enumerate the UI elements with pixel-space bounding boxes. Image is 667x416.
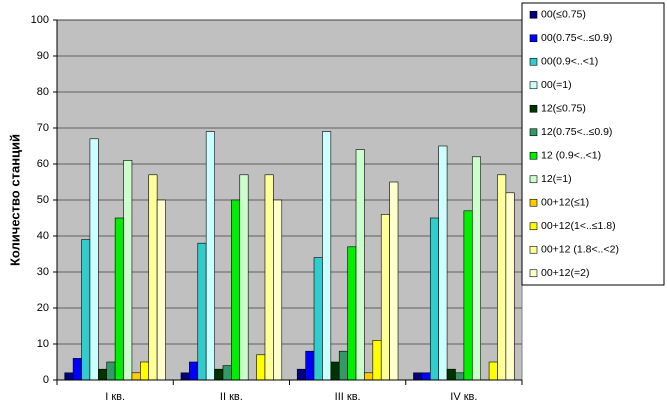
- legend-swatch: [529, 128, 538, 137]
- y-tick-label: 50: [37, 194, 49, 206]
- bar: [140, 361, 150, 381]
- bar: [380, 214, 390, 381]
- bar: [296, 368, 306, 381]
- bar: [455, 372, 465, 381]
- bar: [156, 199, 166, 381]
- legend-swatch: [529, 81, 538, 90]
- y-tick-label: 80: [37, 86, 49, 98]
- bar: [338, 350, 348, 381]
- bar: [330, 361, 340, 381]
- bar: [222, 365, 232, 381]
- bar: [214, 368, 224, 381]
- legend-label: 12 (0.9<..<1): [541, 150, 601, 162]
- y-tick-label: 10: [37, 338, 49, 350]
- bar: [355, 149, 365, 381]
- legend-swatch: [529, 34, 538, 43]
- legend-swatch: [529, 245, 538, 254]
- bar: [413, 372, 423, 381]
- legend-swatch: [529, 57, 538, 66]
- y-tick-label: 70: [37, 122, 49, 134]
- y-tick-label: 100: [31, 14, 49, 26]
- bar: [505, 192, 515, 381]
- bar: [89, 138, 99, 381]
- legend-label: 00(0.75<..≤0.9): [541, 32, 612, 44]
- bar: [148, 174, 158, 381]
- legend-swatch: [529, 175, 538, 184]
- y-tick-label: 40: [37, 230, 49, 242]
- legend-label: 00+12(≤1): [541, 197, 589, 209]
- bar: [131, 372, 141, 381]
- bar: [197, 242, 207, 381]
- bar: [98, 368, 108, 381]
- bar: [273, 199, 283, 381]
- bar: [322, 131, 332, 381]
- y-tick-label: 0: [43, 374, 49, 386]
- bar: [81, 239, 91, 381]
- y-tick-label: 90: [37, 50, 49, 62]
- bar: [429, 217, 439, 381]
- legend: [521, 2, 665, 286]
- legend-swatch: [529, 104, 538, 113]
- legend-label: 12(≤0.75): [541, 103, 586, 115]
- bar: [497, 174, 507, 381]
- y-tick-label: 20: [37, 302, 49, 314]
- bar: [389, 181, 399, 381]
- bar: [488, 361, 498, 381]
- legend-swatch: [529, 198, 538, 207]
- x-tick-label: IV кв.: [450, 391, 477, 403]
- legend-label: 00(0.9<..<1): [541, 56, 598, 68]
- bar: [106, 361, 116, 381]
- x-tick-label: I кв.: [105, 391, 125, 403]
- bar: [239, 174, 249, 381]
- legend-swatch: [529, 151, 538, 160]
- legend-swatch: [529, 10, 538, 19]
- bar: [72, 358, 82, 381]
- bar: [205, 131, 215, 381]
- y-tick-label: 30: [37, 266, 49, 278]
- bar: [463, 210, 473, 381]
- bar: [64, 372, 74, 381]
- bar: [256, 354, 266, 381]
- bar: [264, 174, 274, 381]
- bar: [471, 156, 481, 381]
- bar: [114, 217, 124, 381]
- bar: [305, 350, 315, 381]
- legend-label: 00(=1): [541, 79, 572, 91]
- x-tick-label: III кв.: [335, 391, 361, 403]
- legend-label: 00+12 (1.8<..<2): [541, 244, 619, 256]
- bar: [446, 368, 456, 381]
- bar: [421, 372, 431, 381]
- y-axis-title: Количество станций: [7, 134, 22, 266]
- bar: [180, 372, 190, 381]
- bar: [372, 340, 382, 381]
- legend-label: 00(≤0.75): [541, 9, 586, 21]
- legend-label: 00+12(1<..≤1.8): [541, 220, 616, 232]
- legend-swatch: [529, 269, 538, 278]
- legend-label: 12(=1): [541, 173, 572, 185]
- legend-label: 12(0.75<..≤0.9): [541, 126, 612, 138]
- bar: [438, 145, 448, 381]
- bar: [313, 257, 323, 381]
- bar: [347, 246, 357, 381]
- bar: [123, 160, 133, 381]
- legend-swatch: [529, 222, 538, 231]
- legend-label: 00+12(=2): [541, 267, 589, 279]
- x-tick-label: II кв.: [220, 391, 243, 403]
- y-tick-label: 60: [37, 158, 49, 170]
- bar: [364, 372, 374, 381]
- bar: [189, 361, 199, 381]
- bar: [231, 199, 241, 381]
